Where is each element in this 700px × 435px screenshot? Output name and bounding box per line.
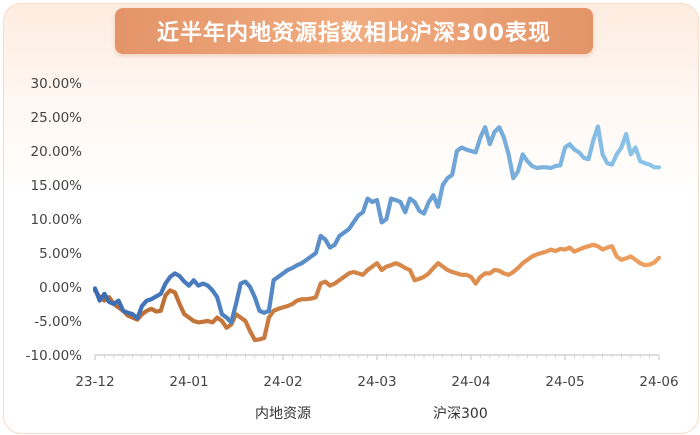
chart-title: 近半年内地资源指数相比沪深300表现	[157, 21, 551, 46]
legend-label: 沪深300	[433, 406, 488, 422]
x-tick-label: 24-06	[639, 374, 678, 390]
x-tick-label: 24-05	[545, 374, 584, 390]
x-tick-label: 24-02	[263, 374, 302, 390]
y-tick-label: 10.00%	[31, 212, 83, 228]
chart-title-banner: 近半年内地资源指数相比沪深300表现	[115, 8, 593, 54]
y-tick-label: 25.00%	[31, 110, 83, 126]
y-tick-label: 15.00%	[31, 178, 83, 194]
x-tick-label: 24-04	[451, 374, 490, 390]
x-tick-label: 24-01	[169, 374, 208, 390]
x-tick-label: 23-12	[75, 374, 114, 390]
y-tick-label: 0.00%	[39, 280, 82, 296]
legend-label: 内地资源	[255, 406, 311, 422]
y-tick-label: 30.00%	[31, 76, 83, 92]
y-tick-label: 20.00%	[31, 144, 83, 160]
series-line-mainland-resources	[92, 124, 662, 325]
y-tick-label: -10.00%	[26, 348, 83, 364]
y-tick-label: 5.00%	[39, 246, 82, 262]
chart-card: 近半年内地资源指数相比沪深300表现	[3, 3, 699, 434]
x-tick-label: 24-03	[357, 374, 396, 390]
series-line-csi300	[92, 242, 662, 343]
y-tick-label: -5.00%	[34, 314, 82, 330]
